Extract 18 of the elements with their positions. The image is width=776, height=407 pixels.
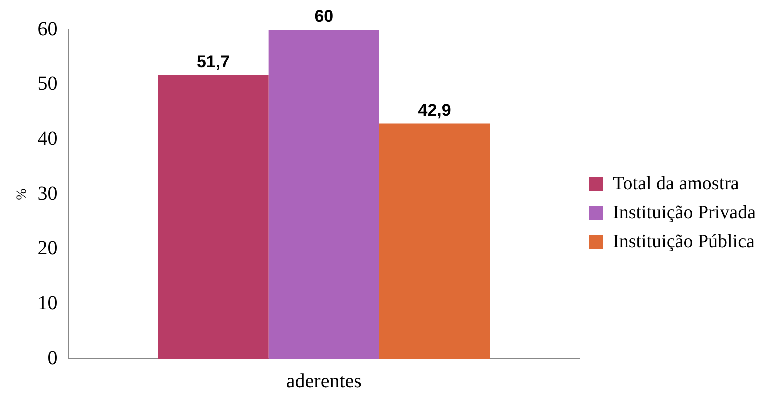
- y-tick-label: 40: [38, 128, 58, 150]
- legend-label: Total da amostra: [613, 173, 740, 194]
- legend-label: Instituição Privada: [613, 202, 757, 224]
- y-tick-label: 60: [38, 18, 58, 40]
- y-tick-label: 50: [38, 73, 58, 96]
- bar: [379, 124, 490, 359]
- y-tick-label: 20: [38, 238, 58, 260]
- y-axis-title: %: [15, 188, 30, 200]
- y-tick-label: 0: [48, 347, 58, 370]
- bar: [268, 30, 380, 359]
- x-tick-label: aderentes: [286, 370, 362, 392]
- data-label: 42,9: [418, 100, 452, 120]
- bar: [158, 76, 269, 359]
- legend-label: Instituição Pública: [613, 231, 756, 252]
- y-tick-label: 30: [38, 182, 58, 205]
- data-label: 60: [314, 7, 334, 26]
- y-tick-label: 10: [38, 292, 58, 314]
- data-label: 51,7: [196, 52, 230, 72]
